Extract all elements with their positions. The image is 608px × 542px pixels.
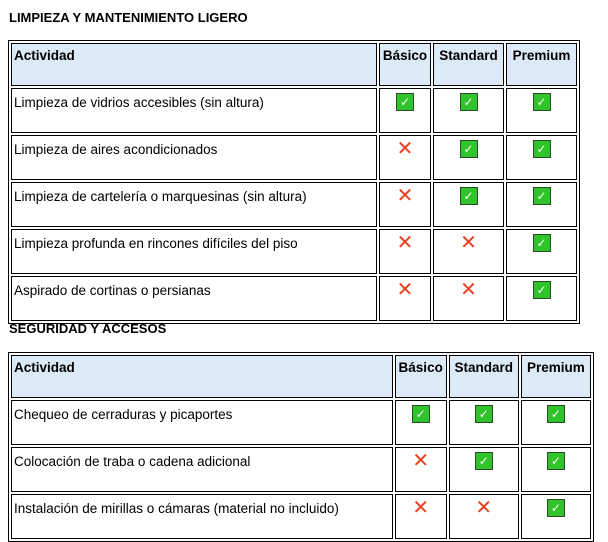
basico-cell: ✓: [394, 400, 447, 445]
standard-cell: ✓: [448, 400, 519, 445]
activity-cell: Chequeo de cerraduras y picaportes: [11, 400, 393, 445]
cross-icon: ✕: [412, 497, 430, 519]
basico-cell: ✕: [379, 276, 431, 321]
cross-icon: ✕: [396, 138, 414, 160]
header-standard: Standard: [448, 355, 519, 398]
standard-cell: ✓: [433, 88, 504, 133]
check-icon: ✓: [532, 234, 551, 252]
table-row: Limpieza de cartelería o marquesinas (si…: [11, 182, 577, 227]
cross-icon: ✕: [460, 232, 477, 254]
check-icon: ✓: [474, 405, 493, 423]
standard-cell: ✕: [448, 494, 519, 539]
cross-icon: ✕: [396, 279, 414, 301]
cross-icon: ✕: [396, 232, 414, 254]
check-icon: ✓: [459, 187, 478, 205]
premium-cell: ✓: [520, 494, 591, 539]
premium-cell: ✓: [506, 135, 577, 180]
premium-cell: ✓: [520, 400, 591, 445]
cross-icon: ✕: [396, 185, 414, 207]
check-icon: ✓: [474, 452, 493, 470]
cross-icon: ✕: [412, 450, 430, 472]
table-limpieza: Actividad Básico Standard Premium Limpie…: [8, 40, 580, 324]
table-row: Instalación de mirillas o cámaras (mater…: [11, 494, 591, 539]
activity-cell: Limpieza profunda en rincones difíciles …: [11, 229, 377, 274]
header-premium: Premium: [520, 355, 591, 398]
check-icon: ✓: [411, 405, 430, 423]
table-row: Limpieza de vidrios accesibles (sin altu…: [11, 88, 577, 133]
table-seguridad: Actividad Básico Standard Premium Cheque…: [8, 352, 594, 542]
activity-cell: Limpieza de vidrios accesibles (sin altu…: [11, 88, 377, 133]
header-actividad: Actividad: [11, 43, 377, 86]
premium-cell: ✓: [506, 276, 577, 321]
header-basico: Básico: [379, 43, 431, 86]
premium-cell: ✓: [506, 229, 577, 274]
basico-cell: ✕: [379, 135, 431, 180]
standard-cell: ✓: [448, 447, 519, 492]
standard-cell: ✕: [433, 276, 504, 321]
basico-cell: ✕: [379, 229, 431, 274]
activity-cell: Instalación de mirillas o cámaras (mater…: [11, 494, 393, 539]
table-row: Limpieza de aires acondicionados ✕ ✓ ✓: [11, 135, 577, 180]
table-row: Chequeo de cerraduras y picaportes ✓ ✓ ✓: [11, 400, 591, 445]
section-title-seguridad: SEGURIDAD Y ACCESOS: [9, 321, 167, 336]
table-row: Aspirado de cortinas o persianas ✕ ✕ ✓: [11, 276, 577, 321]
activity-cell: Limpieza de aires acondicionados: [11, 135, 377, 180]
activity-cell: Limpieza de cartelería o marquesinas (si…: [11, 182, 377, 227]
standard-cell: ✓: [433, 182, 504, 227]
cross-icon: ✕: [460, 279, 477, 301]
table-row: Colocación de traba o cadena adicional ✕ ✓…: [11, 447, 591, 492]
header-actividad: Actividad: [11, 355, 393, 398]
section-title-limpieza: LIMPIEZA Y MANTENIMIENTO LIGERO: [9, 10, 248, 25]
check-icon: ✓: [532, 93, 551, 111]
check-icon: ✓: [396, 93, 414, 111]
header-standard: Standard: [433, 43, 504, 86]
table-row: Limpieza profunda en rincones difíciles …: [11, 229, 577, 274]
check-icon: ✓: [532, 187, 551, 205]
standard-cell: ✕: [433, 229, 504, 274]
cross-icon: ✕: [475, 497, 493, 519]
header-premium: Premium: [506, 43, 577, 86]
basico-cell: ✓: [379, 88, 431, 133]
check-icon: ✓: [546, 499, 565, 517]
basico-cell: ✕: [379, 182, 431, 227]
check-icon: ✓: [459, 93, 478, 111]
standard-cell: ✓: [433, 135, 504, 180]
basico-cell: ✕: [394, 494, 447, 539]
premium-cell: ✓: [506, 182, 577, 227]
activity-cell: Colocación de traba o cadena adicional: [11, 447, 393, 492]
basico-cell: ✕: [394, 447, 447, 492]
check-icon: ✓: [532, 140, 551, 158]
premium-cell: ✓: [520, 447, 591, 492]
check-icon: ✓: [546, 405, 565, 423]
check-icon: ✓: [459, 140, 478, 158]
header-basico: Básico: [394, 355, 447, 398]
premium-cell: ✓: [506, 88, 577, 133]
activity-cell: Aspirado de cortinas o persianas: [11, 276, 377, 321]
check-icon: ✓: [532, 281, 551, 299]
check-icon: ✓: [546, 452, 565, 470]
